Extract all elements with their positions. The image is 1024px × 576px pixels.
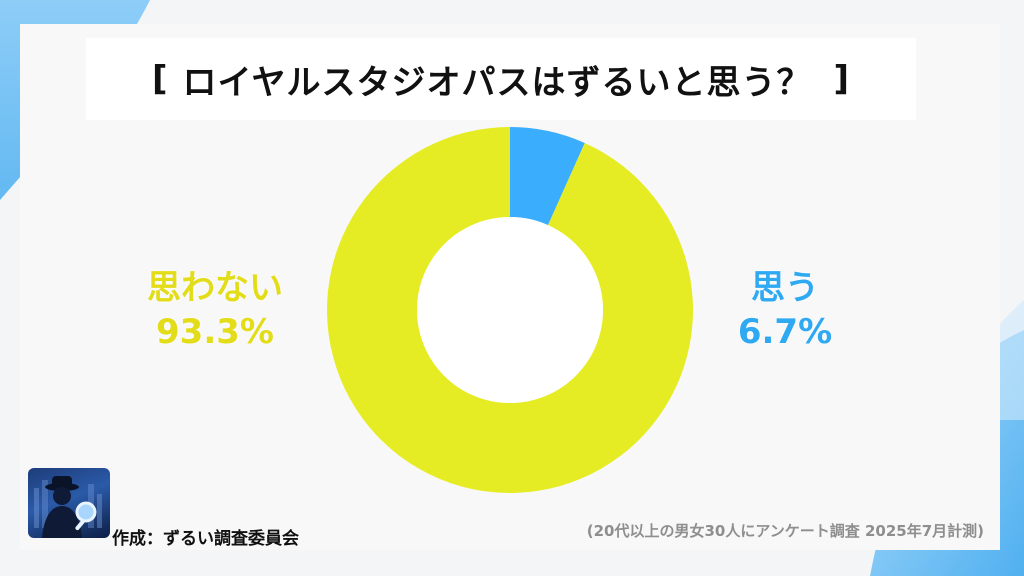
title-text: ロイヤルスタジオパスはずるいと思う？ bbox=[182, 62, 812, 103]
title-bracket-left: [ bbox=[151, 59, 169, 99]
label-omowanai: 思わない 93.3% bbox=[130, 266, 300, 354]
donut-slice-omowanai bbox=[327, 127, 693, 493]
chart-title: [ ロイヤルスタジオパスはずるいと思う？ ] bbox=[86, 48, 916, 110]
donut-hole bbox=[417, 217, 603, 403]
source-note: (20代以上の男女30人にアンケート調査 2025年7月計測) bbox=[586, 522, 984, 540]
credit-text: 作成：ずるい調査委員会 bbox=[112, 529, 299, 549]
title-bracket-right: ] bbox=[833, 59, 851, 99]
label-omowanai-name: 思わない bbox=[147, 268, 283, 308]
title-background bbox=[86, 38, 916, 120]
label-omowanai-value: 93.3% bbox=[156, 312, 274, 352]
label-omou: 思う 6.7% bbox=[720, 266, 850, 354]
label-omou-value: 6.7% bbox=[737, 312, 833, 352]
label-omou-name: 思う bbox=[751, 268, 819, 308]
donut-slice-omou bbox=[510, 127, 585, 226]
donut-chart bbox=[327, 127, 693, 493]
detective-logo bbox=[28, 468, 110, 538]
